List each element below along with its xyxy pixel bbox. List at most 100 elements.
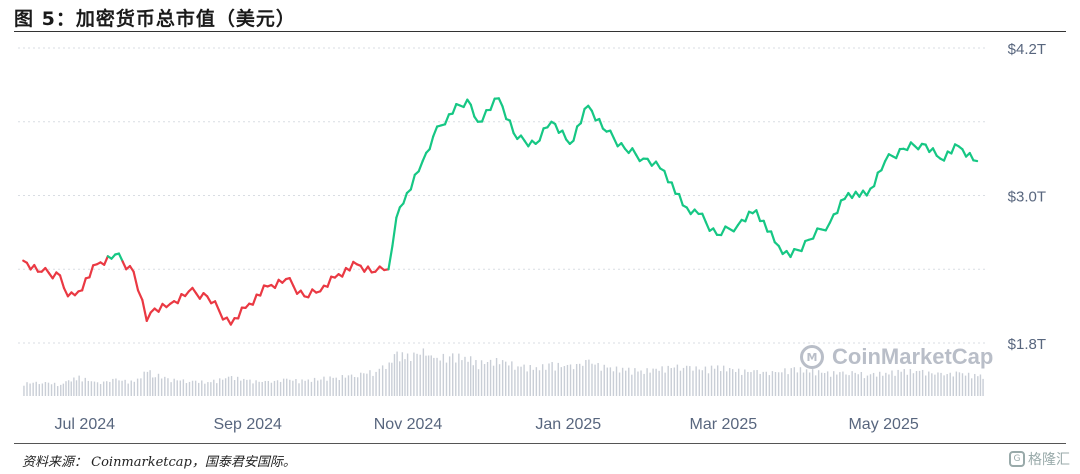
volume-bar — [823, 372, 826, 396]
volume-bar — [557, 362, 559, 396]
volume-bar — [78, 375, 80, 396]
volume-bar — [477, 369, 480, 396]
volume-bar — [106, 381, 108, 396]
volume-bar — [385, 368, 387, 396]
volume-bar — [928, 371, 930, 396]
price-segment — [81, 277, 87, 292]
volume-bar — [631, 374, 633, 396]
volume-bar — [62, 383, 65, 396]
volume-bar — [399, 361, 401, 396]
volume-bar — [719, 371, 722, 396]
volume-bar — [634, 368, 636, 396]
volume-bar — [320, 379, 322, 396]
volume-bar — [845, 374, 847, 396]
volume-bar — [406, 353, 409, 396]
volume-bar — [802, 372, 805, 396]
price-segment — [103, 255, 109, 266]
volume-bar — [554, 370, 556, 396]
price-segment — [631, 147, 638, 156]
volume-bar — [472, 365, 474, 396]
price-segment — [590, 109, 597, 122]
title-rule — [14, 31, 1066, 32]
volume-bar — [84, 377, 86, 396]
volume-bar — [279, 381, 282, 396]
volume-bar — [96, 382, 99, 396]
volume-bar — [771, 371, 774, 396]
price-segment — [451, 102, 458, 115]
volume-bar — [338, 379, 340, 396]
volume-bar — [204, 383, 206, 396]
volume-bar — [839, 372, 841, 396]
volume-bar — [292, 380, 294, 396]
volume-bar — [731, 369, 734, 396]
price-segment — [828, 213, 835, 224]
price-segment — [800, 239, 807, 253]
volume-bar — [102, 381, 105, 396]
volume-bar — [56, 386, 59, 396]
volume-bar — [81, 381, 83, 396]
price-segment — [462, 98, 469, 109]
price-segment — [348, 260, 355, 272]
price-segment — [836, 199, 843, 215]
volume-bar — [698, 369, 700, 396]
volume-bar — [433, 357, 435, 396]
volume-bar — [310, 381, 313, 396]
volume-bar — [833, 371, 835, 396]
volume-bar — [529, 365, 531, 396]
volume-bar — [486, 362, 489, 396]
volume-bar — [381, 365, 384, 396]
volume-bar — [191, 380, 194, 396]
volume-bar — [879, 371, 881, 396]
volume-bar — [854, 372, 856, 396]
corner-logo: G 格隆汇 — [1009, 449, 1070, 469]
price-segment — [121, 260, 128, 271]
volume-bar — [121, 380, 123, 396]
volume-bar — [762, 371, 764, 396]
volume-bar — [75, 380, 78, 396]
volume-bar — [826, 371, 829, 396]
volume-bar — [469, 356, 472, 396]
volume-bar — [860, 372, 863, 396]
volume-bar — [885, 372, 887, 396]
volume-bar — [109, 381, 111, 396]
volume-bar — [182, 379, 185, 396]
volume-bar — [982, 378, 984, 396]
price-segment — [762, 219, 769, 233]
y-tick-label: $3.0T — [1008, 189, 1046, 206]
volume-layer — [23, 348, 984, 396]
source-note: 资料来源： Coinmarketcap，国泰君安国际。 — [22, 455, 296, 470]
volume-bar — [566, 364, 569, 396]
volume-bar — [67, 380, 70, 396]
volume-bar — [240, 380, 242, 396]
volume-bar — [600, 370, 602, 396]
volume-bar — [157, 373, 160, 396]
volume-bar — [713, 368, 716, 396]
volume-bar — [360, 372, 362, 396]
volume-bar — [207, 382, 209, 396]
volume-bar — [430, 355, 432, 396]
line-layer — [22, 97, 979, 326]
volume-bar — [977, 376, 979, 396]
volume-bar — [483, 364, 486, 396]
volume-bar — [130, 380, 132, 396]
volume-bar — [579, 363, 581, 396]
volume-bar — [194, 380, 197, 396]
volume-bar — [511, 361, 513, 396]
price-segment — [950, 143, 957, 155]
volume-bar — [753, 370, 755, 396]
volume-bar — [323, 376, 325, 396]
volume-bar — [146, 371, 149, 396]
volume-bar — [188, 381, 191, 396]
volume-bar — [597, 363, 599, 396]
price-segment — [701, 212, 708, 224]
price-segment — [670, 181, 677, 195]
volume-bar — [366, 373, 368, 396]
volume-bar — [952, 376, 954, 396]
volume-bar — [243, 378, 245, 396]
volume-bar — [750, 372, 752, 396]
volume-bar — [582, 365, 584, 396]
volume-bar — [112, 378, 114, 396]
volume-bar — [439, 360, 441, 396]
volume-bar — [313, 377, 316, 396]
